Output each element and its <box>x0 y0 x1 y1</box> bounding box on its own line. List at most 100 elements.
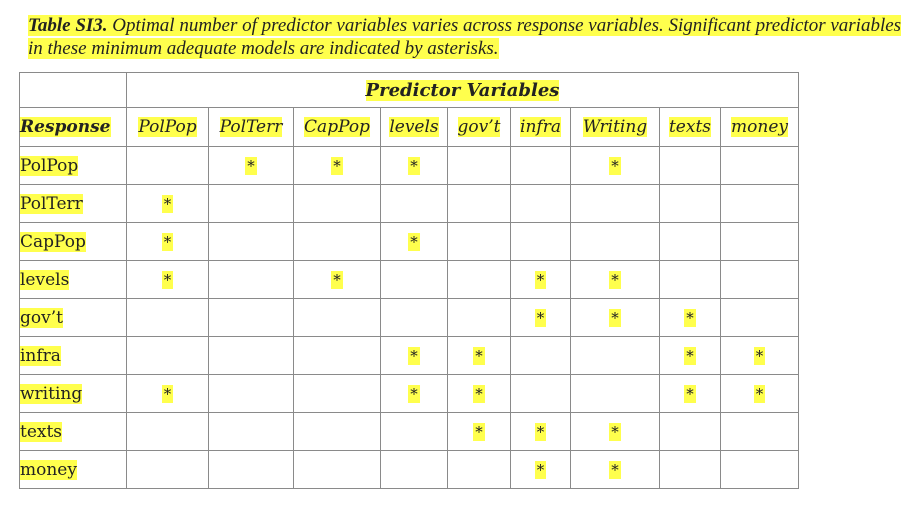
table-cell <box>447 146 511 185</box>
table-cell <box>570 184 660 223</box>
table-cell <box>659 412 721 451</box>
column-header-row: Response PolPop PolTerr CapPop levels go… <box>19 107 799 147</box>
significance-asterisk: * <box>408 156 420 175</box>
table-cell <box>126 412 209 451</box>
table-cell: * <box>126 260 209 299</box>
table-cell <box>293 222 381 261</box>
row-label: PolTerr <box>19 184 127 223</box>
table-cell <box>570 374 660 413</box>
table-cell <box>208 298 294 337</box>
col-header: texts <box>659 107 721 147</box>
caption-label: Table SI3. <box>28 15 108 36</box>
table-cell <box>208 260 294 299</box>
col-header: PolPop <box>126 107 209 147</box>
col-header: Writing <box>570 107 660 147</box>
table-row: texts * * * <box>19 412 799 451</box>
table-cell <box>126 450 209 489</box>
significance-asterisk: * <box>161 384 174 403</box>
significance-asterisk: * <box>609 270 621 289</box>
table-cell <box>510 146 571 185</box>
significance-asterisk: * <box>534 460 547 479</box>
table-cell: * <box>380 222 448 261</box>
table-cell <box>659 146 721 185</box>
significance-asterisk: * <box>609 308 621 327</box>
table-cell <box>720 298 799 337</box>
table-cell: * <box>447 412 511 451</box>
col-header: PolTerr <box>208 107 294 147</box>
table-row: levels * * * * <box>19 260 799 299</box>
significance-asterisk: * <box>473 384 485 403</box>
table-cell <box>659 260 721 299</box>
table-cell: * <box>570 298 660 337</box>
table-cell <box>293 450 381 489</box>
table-row: PolTerr * <box>19 184 799 223</box>
table-cell <box>293 374 381 413</box>
table-cell <box>720 260 799 299</box>
significance-asterisk: * <box>609 460 621 479</box>
col-header: CapPop <box>293 107 381 147</box>
table-cell <box>447 184 511 223</box>
table-cell: * <box>720 336 799 375</box>
significance-asterisk: * <box>161 270 174 289</box>
significance-asterisk: * <box>408 346 420 365</box>
row-label: PolPop <box>19 146 127 185</box>
significance-asterisk: * <box>609 156 621 175</box>
significance-asterisk: * <box>408 384 420 403</box>
table-cell <box>510 336 571 375</box>
table-row: infra * * * * <box>19 336 799 375</box>
table-row: gov’t * * * <box>19 298 799 337</box>
table-cell <box>659 450 721 489</box>
table-cell <box>208 184 294 223</box>
significance-asterisk: * <box>609 422 621 441</box>
table-cell: * <box>659 374 721 413</box>
row-label: infra <box>19 336 127 375</box>
table-cell <box>208 412 294 451</box>
table-cell <box>126 336 209 375</box>
table-cell: * <box>570 450 660 489</box>
table-cell <box>570 336 660 375</box>
table-cell <box>293 184 381 223</box>
significance-asterisk: * <box>684 308 696 327</box>
table-cell <box>447 450 511 489</box>
table-cell <box>293 412 381 451</box>
table-cell: * <box>570 260 660 299</box>
significance-asterisk: * <box>473 422 485 441</box>
row-label: CapPop <box>19 222 127 261</box>
table-cell <box>380 298 448 337</box>
table-cell <box>720 412 799 451</box>
predictor-variables-header: Predictor Variables <box>126 72 799 108</box>
significance-asterisk: * <box>245 156 257 175</box>
table-cell: * <box>510 298 571 337</box>
table-cell <box>720 184 799 223</box>
table-cell <box>208 450 294 489</box>
significance-asterisk: * <box>753 384 766 403</box>
row-label: levels <box>19 260 127 299</box>
table-cell: * <box>293 146 381 185</box>
table-row: PolPop * * * * <box>19 146 799 185</box>
table-cell: * <box>126 374 209 413</box>
significance-asterisk: * <box>684 346 696 365</box>
table-cell <box>510 222 571 261</box>
table-cell: * <box>126 222 209 261</box>
table-cell <box>380 412 448 451</box>
table-cell: * <box>380 374 448 413</box>
table-cell: * <box>720 374 799 413</box>
significance-asterisk: * <box>534 308 547 327</box>
significance-asterisk: * <box>408 232 420 251</box>
table-cell: * <box>510 450 571 489</box>
table-cell <box>510 184 571 223</box>
significance-asterisk: * <box>161 194 174 213</box>
table-cell: * <box>570 412 660 451</box>
table-cell: * <box>126 184 209 223</box>
table-cell: * <box>447 336 511 375</box>
table-cell: * <box>208 146 294 185</box>
significance-asterisk: * <box>753 346 766 365</box>
table-cell <box>447 260 511 299</box>
table-cell <box>380 184 448 223</box>
table-cell: * <box>510 260 571 299</box>
table-cell <box>208 336 294 375</box>
significance-asterisk: * <box>331 270 343 289</box>
row-label: texts <box>19 412 127 451</box>
table-cell: * <box>380 146 448 185</box>
table-cell <box>380 450 448 489</box>
